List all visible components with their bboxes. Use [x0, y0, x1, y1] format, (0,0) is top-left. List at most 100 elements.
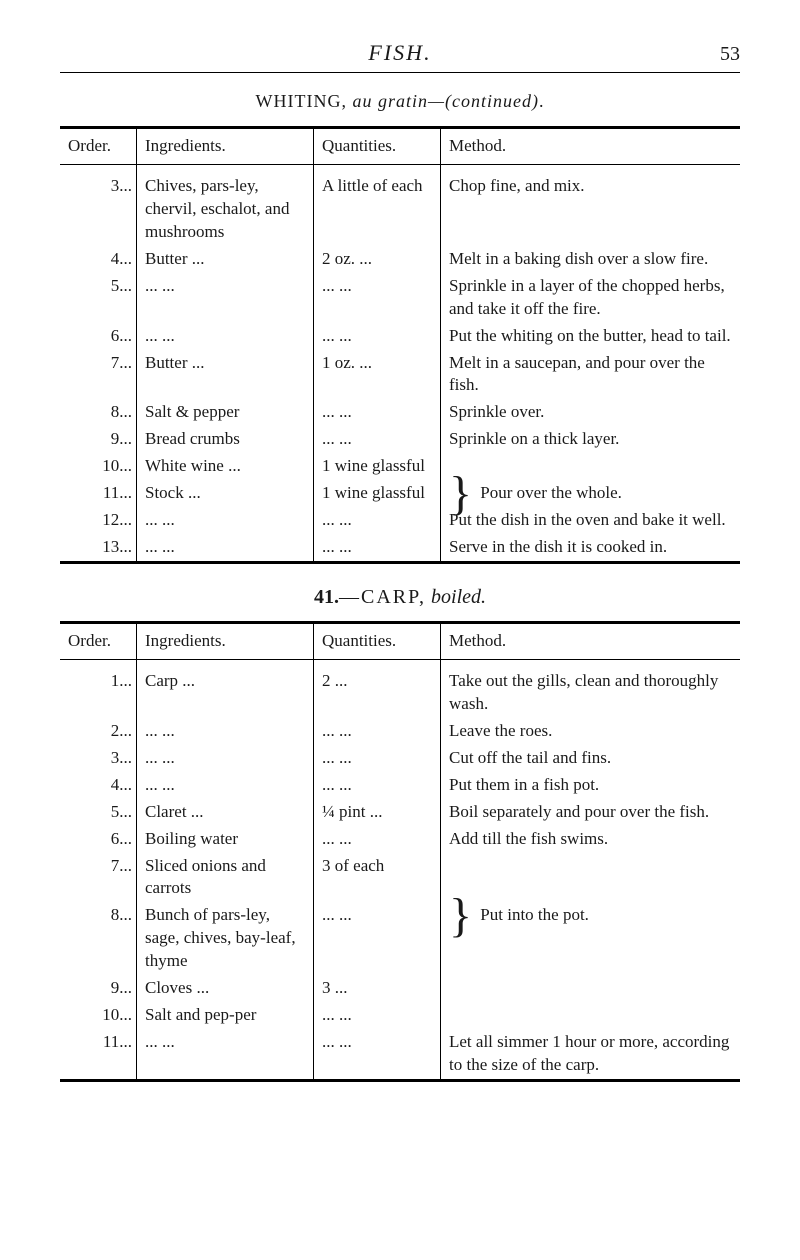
table-row: 4...Butter ...2 oz. ...Melt in a baking … [60, 246, 740, 273]
col-order-header: Order. [60, 128, 137, 165]
recipe2-title-ital: boiled. [431, 586, 486, 608]
order-cell: 10... [60, 1002, 137, 1029]
method-cell: Melt in a saucepan, and pour over the fi… [441, 350, 741, 400]
ingredient-cell: Salt & pepper [137, 399, 314, 426]
ingredient-cell: Cloves ... [137, 975, 314, 1002]
table-row: 2...... ...... ...Leave the roes. [60, 718, 740, 745]
quantity-cell: 1 wine glassful [314, 480, 441, 507]
ingredient-cell: White wine ... [137, 453, 314, 480]
table-row: 9...Bread crumbs... ...Sprinkle on a thi… [60, 426, 740, 453]
col-order-header: Order. [60, 623, 137, 660]
ingredient-cell: Chives, pars-­ley, chervil, eschalot, an… [137, 164, 314, 245]
quantity-cell: ... ... [314, 426, 441, 453]
quantity-cell: 2 ... [314, 659, 441, 717]
quantity-cell: ... ... [314, 323, 441, 350]
order-cell: 4... [60, 246, 137, 273]
method-text: Put into the pot. [476, 905, 589, 924]
order-cell: 12... [60, 507, 137, 534]
recipe1-title: WHITING, au gratin—(continued). [60, 91, 740, 112]
ingredient-cell: Butter ... [137, 350, 314, 400]
table-row: 3...Chives, pars-­ley, chervil, eschalot… [60, 164, 740, 245]
table-row: 3...... ...... ...Cut off the tail and f… [60, 745, 740, 772]
table-row: 5...... ...... ...Sprinkle in a layer of… [60, 273, 740, 323]
method-cell: Sprinkle on a thick layer. [441, 426, 741, 453]
table-row: 7...Butter ...1 oz. ...Melt in a saucepa… [60, 350, 740, 400]
recipe2-number: 41. [314, 586, 339, 608]
method-cell: Boil separately and pour over the fish. [441, 799, 741, 826]
ingredient-cell: Claret ... [137, 799, 314, 826]
ingredient-cell: ... ... [137, 718, 314, 745]
order-cell: 7... [60, 350, 137, 400]
table-row: 4...... ...... ...Put them in a fish pot… [60, 772, 740, 799]
order-cell: 1... [60, 659, 137, 717]
table-row: 11...... ...... ...Let all simmer 1 hour… [60, 1029, 740, 1080]
table-row: 8...Salt & pepper... ...Sprinkle over. [60, 399, 740, 426]
quantity-cell: ... ... [314, 1029, 441, 1080]
table-row: 8...Bunch of pars-­ley, sage, chives, ba… [60, 902, 740, 975]
order-cell: 5... [60, 799, 137, 826]
order-cell: 5... [60, 273, 137, 323]
quantity-cell: ... ... [314, 772, 441, 799]
col-ingredients-header: Ingredients. [137, 128, 314, 165]
method-cell [441, 853, 741, 903]
method-cell: Sprinkle over. [441, 399, 741, 426]
order-cell: 6... [60, 826, 137, 853]
order-cell: 11... [60, 480, 137, 507]
method-cell: } Pour over the whole. [441, 480, 741, 507]
col-method-header: Method. [441, 623, 741, 660]
recipe1-table: Order. Ingredients. Quantities. Method. … [60, 126, 740, 564]
table-row: 13...... ...... ...Serve in the dish it … [60, 534, 740, 562]
quantity-cell: ... ... [314, 718, 441, 745]
method-cell: } Put into the pot. [441, 902, 741, 975]
quantity-cell: ... ... [314, 826, 441, 853]
ingredient-cell: ... ... [137, 772, 314, 799]
recipe2-title-caps: —CARP, [339, 586, 426, 608]
recipe2-title: 41.—CARP, boiled. [60, 586, 740, 609]
col-quantities-header: Quantities. [314, 128, 441, 165]
ingredient-cell: Boiling water [137, 826, 314, 853]
quantity-cell: A little of each [314, 164, 441, 245]
table-row: 10...White wine ...1 wine glassful [60, 453, 740, 480]
ingredient-cell: ... ... [137, 323, 314, 350]
method-cell: Melt in a baking dish over a slow fire. [441, 246, 741, 273]
col-quantities-header: Quantities. [314, 623, 441, 660]
quantity-cell: ... ... [314, 902, 441, 975]
quantity-cell: 1 oz. ... [314, 350, 441, 400]
table-row: 7...Sliced onions and carrots3 of each [60, 853, 740, 903]
ingredient-cell: ... ... [137, 507, 314, 534]
quantity-cell: ¼ pint ... [314, 799, 441, 826]
quantity-cell: ... ... [314, 273, 441, 323]
method-cell [441, 975, 741, 1002]
order-cell: 7... [60, 853, 137, 903]
recipe1-title-ital1: au gratin [352, 91, 428, 111]
running-head: FISH. 53 [60, 40, 740, 73]
recipe1-title-ital2: —(continued) [428, 91, 539, 111]
order-cell: 10... [60, 453, 137, 480]
table-row: 1...Carp ...2 ...Take out the gills, cle… [60, 659, 740, 717]
order-cell: 9... [60, 426, 137, 453]
method-cell [441, 453, 741, 480]
quantity-cell: 1 wine glassful [314, 453, 441, 480]
order-cell: 3... [60, 745, 137, 772]
order-cell: 2... [60, 718, 137, 745]
order-cell: 13... [60, 534, 137, 562]
col-ingredients-header: Ingredients. [137, 623, 314, 660]
method-cell: Put them in a fish pot. [441, 772, 741, 799]
order-cell: 3... [60, 164, 137, 245]
method-cell: Cut off the tail and fins. [441, 745, 741, 772]
method-cell: Put the whiting on the butter, head to t… [441, 323, 741, 350]
table-row: 11...Stock ...1 wine glassful} Pour over… [60, 480, 740, 507]
quantity-cell: 2 oz. ... [314, 246, 441, 273]
ingredient-cell: ... ... [137, 273, 314, 323]
ingredient-cell: Butter ... [137, 246, 314, 273]
method-cell: Chop fine, and mix. [441, 164, 741, 245]
method-cell: Put the dish in the oven and bake it wel… [441, 507, 741, 534]
table-row: 12...... ...... ...Put the dish in the o… [60, 507, 740, 534]
ingredient-cell: ... ... [137, 534, 314, 562]
order-cell: 8... [60, 902, 137, 975]
ingredient-cell: Bunch of pars-­ley, sage, chives, bay-­l… [137, 902, 314, 975]
order-cell: 11... [60, 1029, 137, 1080]
quantity-cell: ... ... [314, 1002, 441, 1029]
quantity-cell: ... ... [314, 507, 441, 534]
running-title: FISH. [100, 40, 700, 66]
